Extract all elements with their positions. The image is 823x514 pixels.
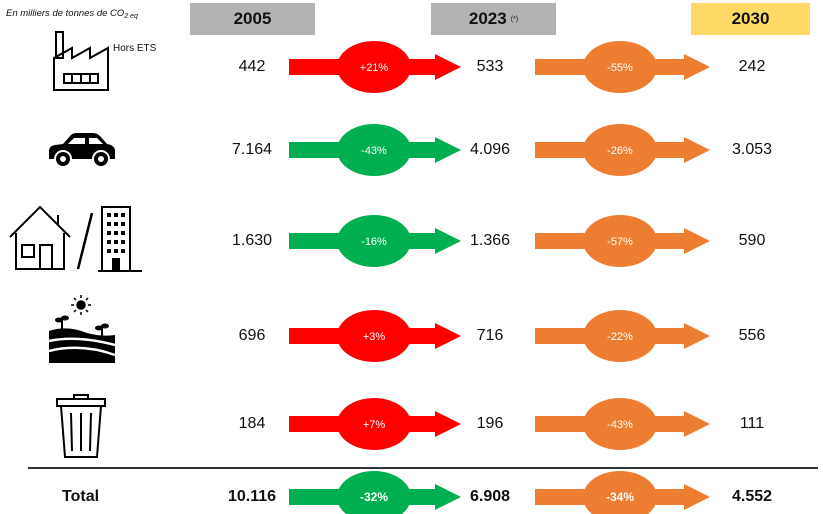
row-1-value-2030: 242 (738, 58, 766, 75)
row-3-value-2023: 1.366 (469, 232, 511, 249)
row-1-change-2005-2023-badge (337, 41, 411, 93)
row-5-value-2030: 111 (739, 415, 765, 432)
total-value-2030: 4.552 (731, 488, 773, 505)
row-5-value-2005: 184 (238, 415, 266, 432)
row-4-change-2005-2023-badge (337, 310, 411, 362)
waste-icon (56, 394, 106, 458)
row-4-change-2023-2030-label: -22% (607, 331, 633, 343)
header-2023: 2023 (*) (431, 3, 556, 35)
industry-icon (53, 31, 109, 91)
row-4-change-2005-2023-label: +3% (363, 331, 386, 343)
total-divider (28, 467, 818, 469)
total-change-2005-2023-label: -32% (360, 490, 388, 504)
row-5-change-2005-2023-badge (337, 398, 411, 450)
row-1-change-2023-2030-badge (583, 41, 657, 93)
row-1-value-2023: 533 (476, 58, 504, 75)
header-2023-note: (*) (510, 15, 519, 23)
row-1-value-2005: 442 (238, 58, 266, 75)
unit-note: En milliers de tonnes de CO2 eq (6, 8, 138, 20)
row-5-change-2005-2023-label: +7% (363, 419, 386, 431)
row-2-change-2023-2030-label: -26% (607, 145, 633, 157)
hors-ets-note: Hors ETS (113, 43, 157, 54)
row-2-value-2030: 3.053 (731, 141, 773, 158)
row-3-change-2023-2030-badge (583, 215, 657, 267)
total-value-2005: 10.116 (227, 488, 277, 505)
row-3-value-2005: 1.630 (231, 232, 273, 249)
row-4-change-2023-2030-badge (583, 310, 657, 362)
row-3-change-2005-2023-badge (337, 215, 411, 267)
total-label: Total (62, 488, 100, 505)
car-icon (49, 133, 115, 168)
row-5-change-2023-2030-label: -43% (607, 419, 633, 431)
row-4-value-2005: 696 (238, 327, 266, 344)
row-3-change-2005-2023-label: -16% (361, 236, 387, 248)
row-3-change-2023-2030-label: -57% (607, 236, 633, 248)
row-4-value-2030: 556 (738, 327, 766, 344)
total-value-2023: 6.908 (469, 488, 511, 505)
row-5-change-2023-2030-badge (583, 398, 657, 450)
row-2-change-2005-2023-label: -43% (361, 145, 387, 157)
row-2-value-2005: 7.164 (231, 141, 273, 158)
row-5-value-2023: 196 (476, 415, 504, 432)
row-2-change-2023-2030-badge (583, 124, 657, 176)
row-3-value-2030: 590 (738, 232, 766, 249)
agriculture-icon (48, 295, 116, 363)
row-2-value-2023: 4.096 (469, 141, 511, 158)
total-change-2023-2030-badge (583, 471, 657, 514)
total-change-2005-2023-badge (337, 471, 411, 514)
buildings-icon (9, 205, 142, 272)
row-2-change-2005-2023-badge (337, 124, 411, 176)
total-change-2023-2030-label: -34% (606, 490, 634, 504)
header-2005: 2005 (190, 3, 315, 35)
row-4-value-2023: 716 (476, 327, 504, 344)
header-2030: 2030 (691, 3, 810, 35)
row-1-change-2023-2030-label: -55% (607, 62, 633, 74)
row-1-change-2005-2023-label: +21% (360, 62, 389, 74)
